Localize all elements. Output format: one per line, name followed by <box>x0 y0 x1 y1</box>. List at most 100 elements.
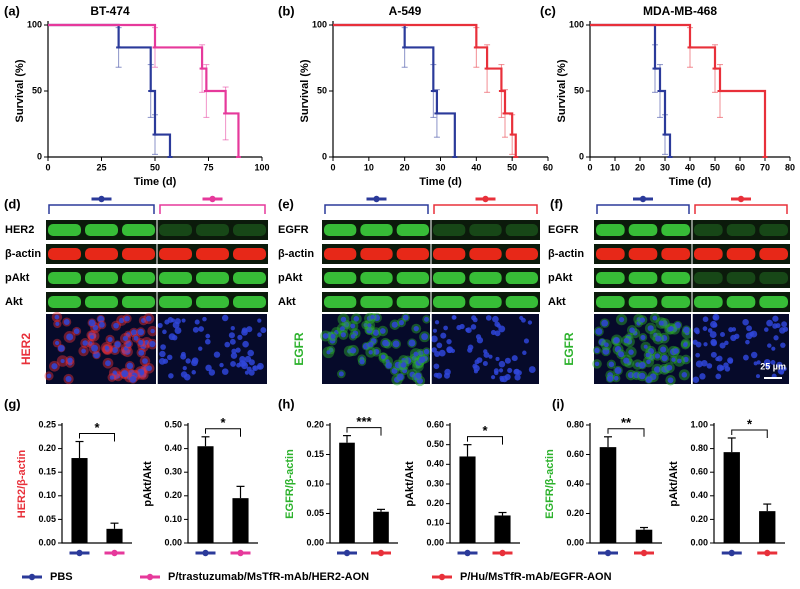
bar <box>71 458 88 543</box>
nucleus <box>681 372 688 378</box>
y-tick-label: 0.60 <box>566 449 584 459</box>
blot-band <box>759 248 788 260</box>
nucleus <box>492 315 499 323</box>
nucleus <box>107 336 113 343</box>
nucleus <box>133 335 139 341</box>
nucleus <box>623 357 630 364</box>
nucleus <box>191 370 196 375</box>
nucleus <box>353 316 360 322</box>
nucleus <box>743 354 749 361</box>
blot-band <box>360 248 393 260</box>
nucleus <box>746 325 752 332</box>
nucleus <box>159 350 166 358</box>
nucleus <box>339 326 345 332</box>
y-axis-title: pAkt/Akt <box>404 461 416 507</box>
nucleus <box>111 347 119 354</box>
group-glyph <box>604 549 612 557</box>
nucleus <box>411 355 417 361</box>
y-tick-label: 50 <box>317 85 327 95</box>
nucleus <box>118 317 125 324</box>
nucleus <box>730 334 737 342</box>
y-tick-label: 0.50 <box>164 419 182 429</box>
nucleus <box>701 360 708 367</box>
y-tick-label: 0.20 <box>38 443 56 453</box>
nucleus <box>113 322 119 329</box>
y-tick-label: 0.15 <box>38 467 56 477</box>
nucleus <box>105 360 111 367</box>
stain-label: EGFR <box>562 332 576 366</box>
nucleus <box>498 360 506 368</box>
y-tick-label: 0 <box>37 151 42 161</box>
group-bracket <box>433 204 538 214</box>
nucleus <box>366 327 373 334</box>
nucleus <box>613 337 620 344</box>
blot-band <box>433 224 466 236</box>
nucleus <box>435 372 443 379</box>
y-tick-label: 0.00 <box>426 537 444 547</box>
nucleus <box>633 372 640 379</box>
nucleus <box>230 361 236 367</box>
nucleus <box>370 314 375 320</box>
nucleus <box>125 332 131 337</box>
blot-band <box>396 296 429 308</box>
nucleus <box>230 326 235 331</box>
blot-band <box>628 296 658 308</box>
legend-label: PBS <box>50 571 73 583</box>
nucleus <box>765 364 770 369</box>
legend-glyph <box>146 573 154 581</box>
nucleus <box>595 327 603 335</box>
nucleus <box>126 362 134 370</box>
nucleus <box>408 339 416 347</box>
significance-bracket <box>607 428 645 437</box>
nucleus <box>773 335 779 341</box>
y-tick-label: 0 <box>322 151 327 161</box>
blot-band <box>196 224 229 236</box>
blot-band <box>360 296 393 308</box>
nucleus <box>643 344 648 349</box>
x-tick-label: 0 <box>45 162 50 172</box>
nucleus <box>749 331 755 337</box>
blot-band <box>85 296 118 308</box>
nucleus <box>142 358 148 364</box>
y-tick-label: 0.00 <box>38 537 56 547</box>
blot-band <box>122 296 155 308</box>
nucleus <box>221 314 229 322</box>
panel-label: (d) <box>4 196 21 211</box>
nucleus <box>702 326 708 331</box>
nucleus <box>434 350 441 357</box>
blot-band <box>628 272 658 284</box>
y-tick-label: 0.80 <box>566 419 584 429</box>
nucleus <box>391 321 398 328</box>
nucleus <box>162 329 167 335</box>
nucleus <box>528 366 536 373</box>
nucleus <box>638 372 646 380</box>
stain-label: HER2 <box>19 333 33 365</box>
nucleus <box>443 325 448 331</box>
nucleus <box>655 335 662 342</box>
nucleus <box>260 327 267 334</box>
blot-band <box>233 248 266 260</box>
nucleus <box>695 352 701 358</box>
blot-band <box>726 296 756 308</box>
blot-band <box>433 272 466 284</box>
bar <box>339 442 355 543</box>
x-tick-label: 70 <box>760 162 770 172</box>
nucleus <box>661 335 668 342</box>
x-axis-title: Time (d) <box>134 176 177 188</box>
blot-label: Akt <box>278 296 296 308</box>
nucleus <box>138 349 145 356</box>
nucleus <box>692 339 698 345</box>
y-axis-title: Survival (%) <box>14 59 26 122</box>
nucleus <box>731 327 737 332</box>
blot-band <box>469 296 502 308</box>
nucleus <box>91 344 99 352</box>
group-glyph <box>98 195 105 203</box>
y-tick-label: 0.80 <box>690 443 708 453</box>
group-glyph <box>111 549 118 557</box>
blot-band <box>324 248 357 260</box>
y-axis-title: pAkt/Akt <box>142 461 154 507</box>
group-glyph <box>737 195 745 203</box>
x-tick-label: 75 <box>203 162 213 172</box>
nucleus <box>241 362 249 370</box>
nucleus <box>424 316 429 322</box>
